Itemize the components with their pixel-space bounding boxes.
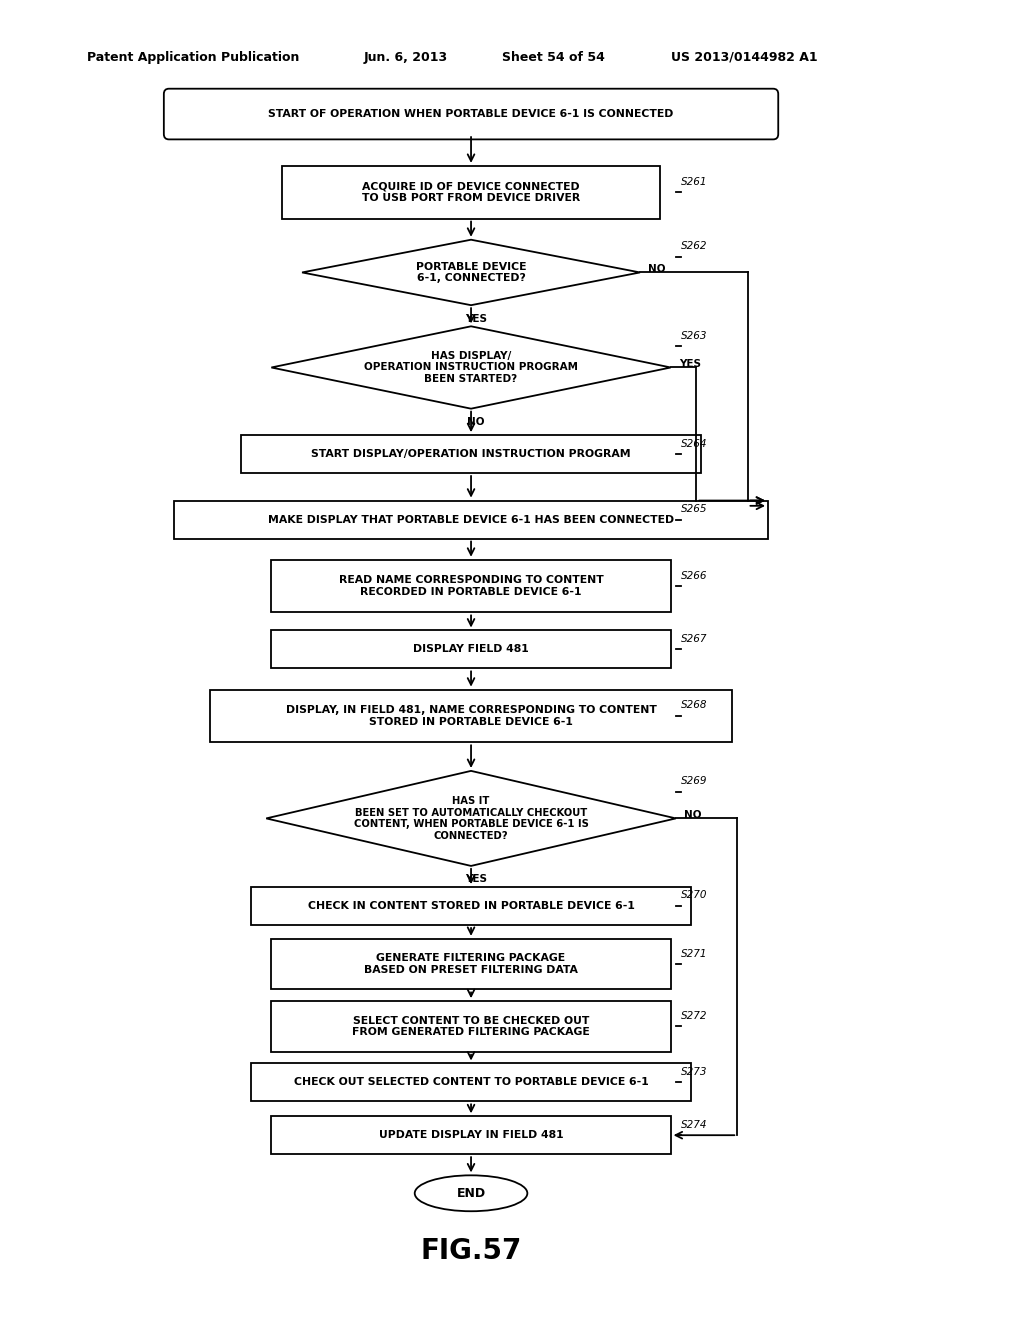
Text: END: END: [457, 1187, 485, 1200]
Bar: [241, 436, 701, 473]
Text: SELECT CONTENT TO BE CHECKED OUT
FROM GENERATED FILTERING PACKAGE: SELECT CONTENT TO BE CHECKED OUT FROM GE…: [352, 1015, 590, 1038]
Text: ACQUIRE ID OF DEVICE CONNECTED
TO USB PORT FROM DEVICE DRIVER: ACQUIRE ID OF DEVICE CONNECTED TO USB PO…: [361, 181, 581, 203]
Text: S261: S261: [681, 177, 708, 186]
Text: Sheet 54 of 54: Sheet 54 of 54: [502, 50, 604, 63]
Text: S272: S272: [681, 1011, 708, 1020]
Text: S273: S273: [681, 1067, 708, 1077]
Bar: [210, 689, 732, 742]
Bar: [271, 560, 671, 612]
Text: YES: YES: [679, 359, 700, 370]
Text: NO: NO: [648, 264, 666, 275]
Text: S271: S271: [681, 949, 708, 958]
Text: S269: S269: [681, 776, 708, 787]
FancyBboxPatch shape: [164, 88, 778, 140]
Text: S268: S268: [681, 701, 708, 710]
Text: YES: YES: [465, 874, 487, 884]
Text: PORTABLE DEVICE
6-1, CONNECTED?: PORTABLE DEVICE 6-1, CONNECTED?: [416, 261, 526, 284]
Text: NO: NO: [467, 417, 485, 428]
Text: US 2013/0144982 A1: US 2013/0144982 A1: [671, 50, 817, 63]
Text: START OF OPERATION WHEN PORTABLE DEVICE 6-1 IS CONNECTED: START OF OPERATION WHEN PORTABLE DEVICE …: [268, 110, 674, 119]
Text: UPDATE DISPLAY IN FIELD 481: UPDATE DISPLAY IN FIELD 481: [379, 1130, 563, 1140]
Bar: [271, 1001, 671, 1052]
Text: START DISPLAY/OPERATION INSTRUCTION PROGRAM: START DISPLAY/OPERATION INSTRUCTION PROG…: [311, 449, 631, 459]
Text: S266: S266: [681, 570, 708, 581]
Bar: [251, 887, 691, 925]
Polygon shape: [266, 771, 676, 866]
Text: S264: S264: [681, 438, 708, 449]
Bar: [271, 631, 671, 668]
Bar: [174, 500, 768, 539]
Bar: [271, 1117, 671, 1154]
Text: NO: NO: [684, 810, 701, 820]
Text: HAS IT
BEEN SET TO AUTOMATICALLY CHECKOUT
CONTENT, WHEN PORTABLE DEVICE 6-1 IS
C: HAS IT BEEN SET TO AUTOMATICALLY CHECKOU…: [353, 796, 589, 841]
Text: HAS DISPLAY/
OPERATION INSTRUCTION PROGRAM
BEEN STARTED?: HAS DISPLAY/ OPERATION INSTRUCTION PROGR…: [365, 351, 578, 384]
Polygon shape: [302, 240, 640, 305]
Text: CHECK IN CONTENT STORED IN PORTABLE DEVICE 6-1: CHECK IN CONTENT STORED IN PORTABLE DEVI…: [307, 902, 635, 911]
Text: YES: YES: [465, 314, 487, 323]
Text: GENERATE FILTERING PACKAGE
BASED ON PRESET FILTERING DATA: GENERATE FILTERING PACKAGE BASED ON PRES…: [365, 953, 578, 975]
Text: S262: S262: [681, 242, 708, 251]
Text: S265: S265: [681, 504, 708, 513]
Text: READ NAME CORRESPONDING TO CONTENT
RECORDED IN PORTABLE DEVICE 6-1: READ NAME CORRESPONDING TO CONTENT RECOR…: [339, 576, 603, 597]
Bar: [271, 939, 671, 990]
Text: CHECK OUT SELECTED CONTENT TO PORTABLE DEVICE 6-1: CHECK OUT SELECTED CONTENT TO PORTABLE D…: [294, 1077, 648, 1088]
Text: S274: S274: [681, 1119, 708, 1130]
Ellipse shape: [415, 1175, 527, 1212]
Polygon shape: [271, 326, 671, 409]
Text: S263: S263: [681, 331, 708, 341]
Bar: [251, 1064, 691, 1101]
Bar: [282, 166, 660, 219]
Text: S267: S267: [681, 634, 708, 644]
Text: MAKE DISPLAY THAT PORTABLE DEVICE 6-1 HAS BEEN CONNECTED: MAKE DISPLAY THAT PORTABLE DEVICE 6-1 HA…: [268, 515, 674, 524]
Text: DISPLAY, IN FIELD 481, NAME CORRESPONDING TO CONTENT
STORED IN PORTABLE DEVICE 6: DISPLAY, IN FIELD 481, NAME CORRESPONDIN…: [286, 705, 656, 727]
Text: Jun. 6, 2013: Jun. 6, 2013: [364, 50, 447, 63]
Text: FIG.57: FIG.57: [421, 1237, 521, 1266]
Text: Patent Application Publication: Patent Application Publication: [87, 50, 299, 63]
Text: S270: S270: [681, 891, 708, 900]
Text: DISPLAY FIELD 481: DISPLAY FIELD 481: [413, 644, 529, 655]
